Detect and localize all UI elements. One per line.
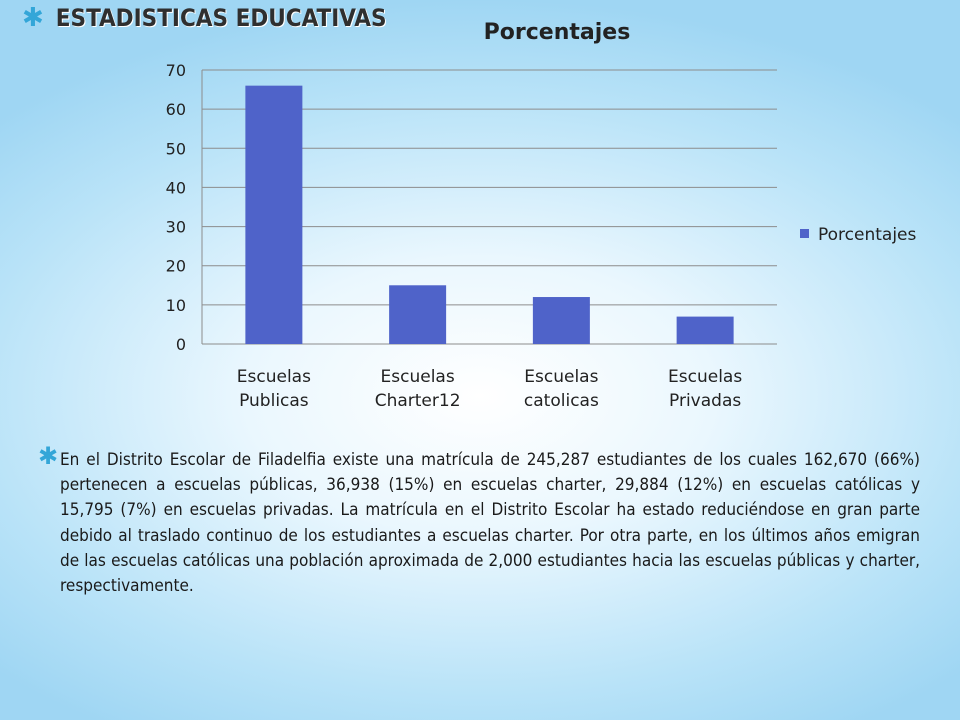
slide-header: ✱ ESTADISTICAS EDUCATIVAS — [22, 4, 387, 32]
x-category-label: Privadas — [669, 391, 741, 411]
description-paragraph: En el Distrito Escolar de Filadelfia exi… — [60, 450, 920, 597]
y-tick-label: 50 — [166, 139, 186, 158]
description-block: ✱ En el Distrito Escolar de Filadelfia e… — [38, 444, 920, 599]
bar-escuelas-charter12 — [389, 285, 447, 344]
legend-label: Porcentajes — [818, 225, 917, 245]
x-category-label: Escuelas — [237, 367, 311, 387]
y-tick-label: 30 — [166, 218, 186, 237]
star-bullet-icon: ✱ — [22, 3, 44, 33]
x-category-label: Publicas — [239, 391, 309, 411]
x-category-label: Escuelas — [381, 367, 455, 387]
x-category-label: Escuelas — [524, 367, 598, 387]
bar-escuelas-privadas — [676, 316, 734, 344]
y-tick-label: 60 — [166, 100, 186, 119]
bar-escuelas-publicas — [245, 85, 303, 345]
bar-chart: Porcentajes 0 10 20 30 40 50 60 70 Escuelas Public… — [166, 20, 917, 411]
legend-swatch — [800, 229, 809, 238]
x-category-label: Escuelas — [668, 367, 742, 387]
y-tick-label: 70 — [166, 61, 186, 80]
y-tick-label: 0 — [176, 335, 186, 354]
x-category-label: Charter12 — [375, 391, 461, 411]
star-bullet-icon: ✱ — [38, 442, 59, 470]
x-category-label: catolicas — [524, 391, 599, 411]
y-tick-label: 10 — [166, 296, 186, 315]
slide-title: ESTADISTICAS EDUCATIVAS — [55, 4, 387, 32]
y-tick-label: 40 — [166, 178, 186, 197]
y-tick-label: 20 — [166, 257, 186, 276]
bar-escuelas-catolicas — [532, 297, 590, 344]
chart-title: Porcentajes — [484, 20, 631, 45]
